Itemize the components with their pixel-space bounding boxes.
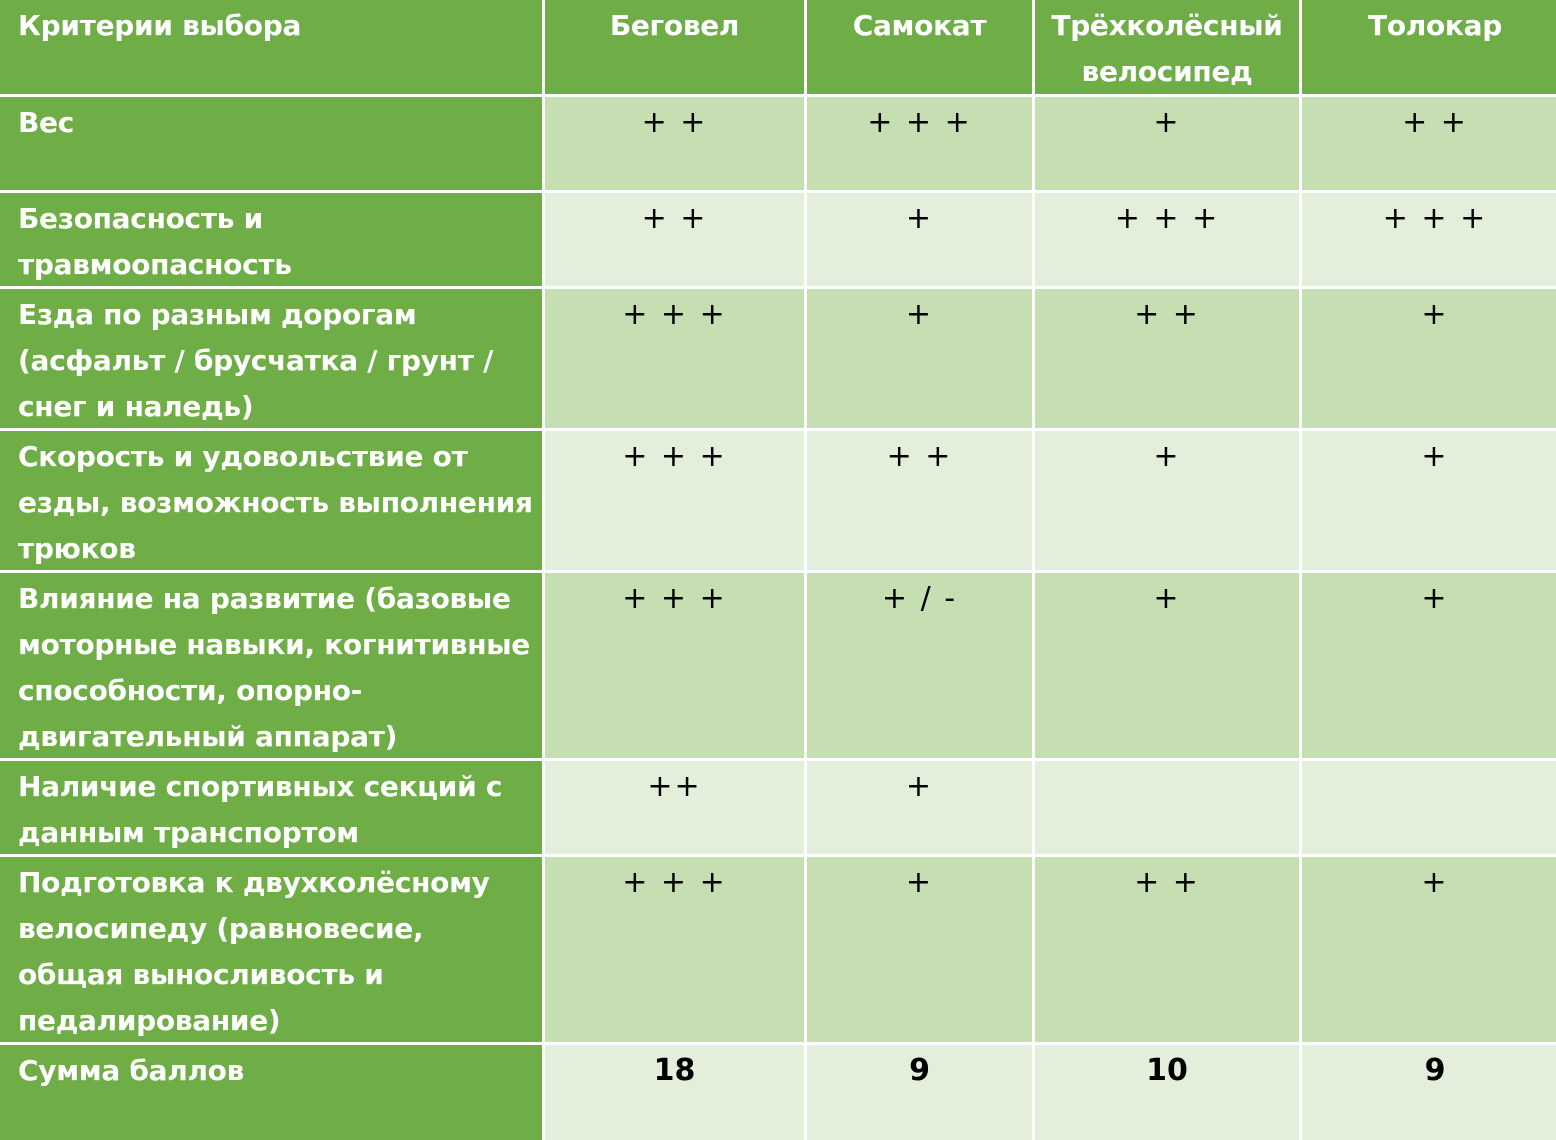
table-cell: + <box>1302 289 1556 428</box>
table-cell: + <box>1035 573 1299 758</box>
total-cell: 9 <box>807 1045 1032 1140</box>
table-cell: + <box>807 193 1032 286</box>
header-ride-on-car: Толокар <box>1302 0 1556 94</box>
total-cell: 9 <box>1302 1045 1556 1140</box>
table-cell: + + + <box>1302 193 1556 286</box>
table-cell <box>1035 761 1299 854</box>
table-cell: + + + <box>545 857 804 1042</box>
criterion-sport-sections: Наличие спортивных секций с данным транс… <box>0 761 542 854</box>
header-criteria: Критерии выбора <box>0 0 542 94</box>
table-cell: + + + <box>1035 193 1299 286</box>
table-cell: + <box>1035 431 1299 570</box>
table-cell: + + + <box>545 431 804 570</box>
criterion-speed: Скорость и удовольствие от езды, возможн… <box>0 431 542 570</box>
header-balance-bike: Беговел <box>545 0 804 94</box>
criterion-development: Влияние на развитие (базовые моторные на… <box>0 573 542 758</box>
table-cell: + / - <box>807 573 1032 758</box>
table-cell: + + <box>545 193 804 286</box>
total-cell: 18 <box>545 1045 804 1140</box>
table-cell: + + <box>1035 289 1299 428</box>
table-cell: + <box>1035 97 1299 190</box>
table-cell: + <box>807 857 1032 1042</box>
criterion-bike-preparation: Подготовка к двухколёсному велосипеду (р… <box>0 857 542 1042</box>
table-cell: + + <box>1302 97 1556 190</box>
header-tricycle: Трёхколёсный велосипед <box>1035 0 1299 94</box>
criterion-weight: Вес <box>0 97 542 190</box>
criterion-safety: Безопасность и травмоопасность <box>0 193 542 286</box>
total-cell: 10 <box>1035 1045 1299 1140</box>
table-cell: + <box>807 761 1032 854</box>
table-cell: + + + <box>545 289 804 428</box>
table-cell: + <box>1302 573 1556 758</box>
table-cell: + + + <box>545 573 804 758</box>
table-cell <box>1302 761 1556 854</box>
header-scooter: Самокат <box>807 0 1032 94</box>
table-cell: + <box>1302 431 1556 570</box>
criterion-roads: Езда по разным дорогам (асфальт / брусча… <box>0 289 542 428</box>
criterion-total: Сумма баллов <box>0 1045 542 1140</box>
table-cell: + <box>1302 857 1556 1042</box>
table-cell: + <box>807 289 1032 428</box>
table-cell: ++ <box>545 761 804 854</box>
table-cell: + + + <box>807 97 1032 190</box>
table-cell: + + <box>807 431 1032 570</box>
table-cell: + + <box>545 97 804 190</box>
table-cell: + + <box>1035 857 1299 1042</box>
